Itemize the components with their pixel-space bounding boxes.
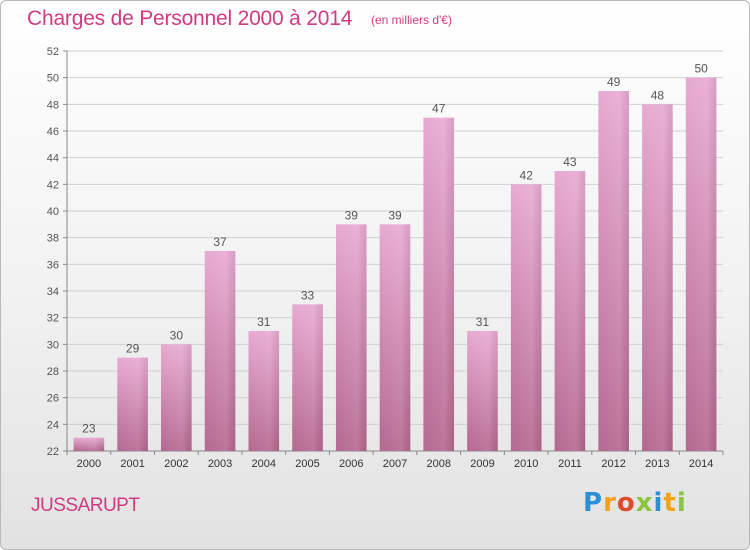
- y-tick-label: 32: [47, 313, 59, 325]
- x-tick-label: 2008: [426, 458, 450, 470]
- bar-shading: [204, 251, 236, 451]
- y-tick-label: 48: [47, 99, 59, 111]
- x-tick-label: 2006: [339, 458, 363, 470]
- x-tick-label: 2011: [558, 458, 582, 470]
- x-tick-label: 2005: [295, 458, 319, 470]
- bar-shading: [598, 91, 629, 451]
- x-tick-label: 2001: [120, 458, 144, 470]
- chart-subtitle: (en milliers d'€): [371, 13, 452, 27]
- data-label: 49: [607, 75, 621, 89]
- y-tick-label: 22: [47, 446, 59, 458]
- x-tick-label: 2013: [645, 458, 669, 470]
- bar-shading: [554, 171, 586, 451]
- y-tick-label: 24: [47, 419, 59, 431]
- bar-shading: [379, 224, 411, 451]
- data-label: 31: [257, 315, 271, 329]
- data-label: 33: [301, 288, 315, 302]
- y-tick-label: 52: [47, 46, 59, 58]
- data-label: 43: [563, 155, 577, 169]
- logo-letter: i: [653, 488, 664, 518]
- data-label: 39: [388, 208, 402, 222]
- data-label: 39: [345, 208, 359, 222]
- y-tick-label: 30: [47, 339, 59, 351]
- logo-letter: t: [663, 488, 677, 518]
- y-tick-label: 34: [47, 286, 59, 298]
- logo-letter: i: [676, 488, 687, 518]
- bar-shading: [73, 437, 105, 451]
- x-tick-label: 2007: [383, 458, 407, 470]
- bar-shading: [335, 224, 367, 451]
- data-label: 37: [213, 235, 227, 249]
- bar-shading: [685, 77, 717, 452]
- bar-shading: [292, 304, 323, 451]
- data-label: 42: [520, 168, 534, 182]
- y-tick-label: 46: [47, 126, 59, 138]
- y-tick-label: 36: [47, 259, 59, 271]
- y-tick-labels: 22 24 26 28 30 32 34 36 38 40 42 44 46 48 50 52: [47, 46, 59, 458]
- commune-name: JUSSARUPT: [31, 495, 140, 516]
- bar-shading: [161, 344, 192, 451]
- data-label: 23: [82, 422, 96, 436]
- y-tick-label: 26: [47, 393, 59, 405]
- data-label: 47: [432, 102, 446, 116]
- data-label: 29: [126, 342, 140, 356]
- data-label: 50: [694, 62, 708, 76]
- logo-letter: o: [616, 488, 636, 518]
- x-tick-label: 2004: [252, 458, 276, 470]
- bar-shading: [117, 357, 148, 451]
- data-label: 31: [476, 315, 490, 329]
- x-tick-label: 2000: [77, 458, 101, 470]
- data-labels: 23 29 30 37 31 33 39 39 47 31 42 43 49 48 50: [82, 62, 708, 436]
- bar-shading: [510, 184, 542, 452]
- x-tick-label: 2002: [164, 458, 188, 470]
- y-tick-label: 42: [47, 179, 59, 191]
- x-tick-label: 2012: [601, 458, 625, 470]
- bars: [73, 77, 717, 452]
- x-tick-labels: 2000 2001 2002 2003 2004 2005 2006 2007 2008 2009…: [77, 458, 714, 470]
- bar-shading: [467, 331, 498, 451]
- y-tick-label: 38: [47, 233, 59, 245]
- chart-title: Charges de Personnel 2000 à 2014: [27, 7, 353, 30]
- logo-letter: x: [635, 488, 654, 518]
- y-tick-label: 50: [47, 73, 59, 85]
- data-label: 48: [651, 88, 665, 102]
- x-tick-label: 2009: [470, 458, 494, 470]
- logo-letter: r: [603, 488, 617, 518]
- x-tick-label: 2014: [689, 458, 713, 470]
- x-tick-label: 2010: [514, 458, 538, 470]
- bar-shading: [248, 331, 280, 451]
- data-label: 30: [170, 328, 184, 342]
- bar-shading: [642, 104, 673, 451]
- logo-letter: P: [583, 488, 604, 518]
- proxiti-logo: Proxiti: [583, 488, 687, 518]
- y-tick-label: 40: [47, 206, 59, 218]
- x-tick-label: 2003: [208, 458, 232, 470]
- y-tick-label: 28: [47, 366, 59, 378]
- bar-shading: [423, 117, 455, 452]
- y-tick-label: 44: [47, 153, 59, 165]
